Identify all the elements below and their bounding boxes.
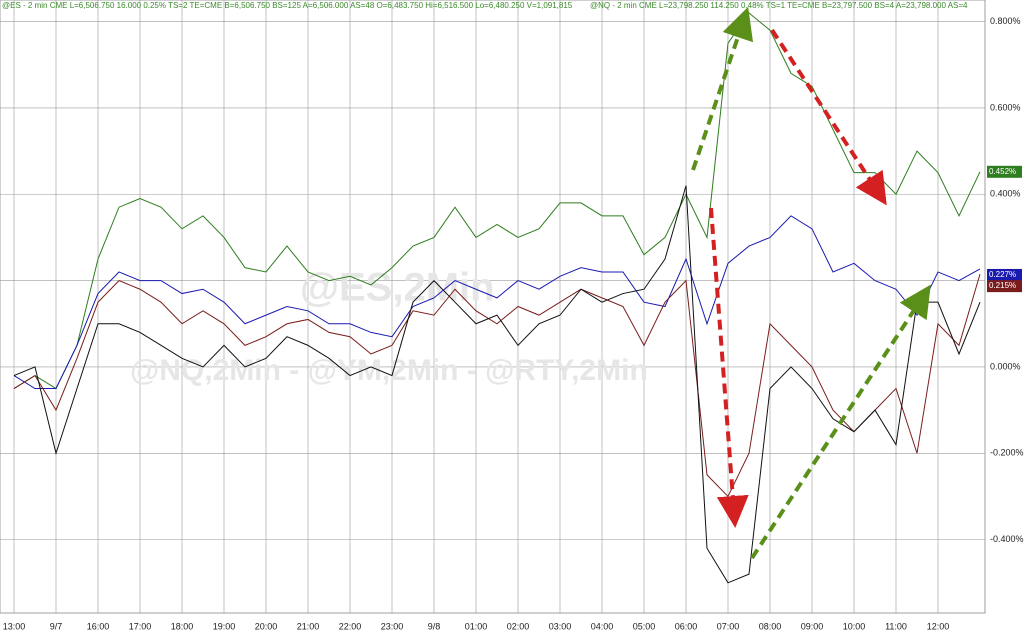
series-line	[13, 185, 981, 584]
x-tick-label: 13:00	[3, 621, 26, 631]
x-tick-label: 9/8	[428, 621, 441, 631]
x-tick-label: 03:00	[549, 621, 572, 631]
last-value-box	[987, 165, 1022, 178]
x-tick-label: 10:00	[843, 621, 866, 631]
x-tick-label: 12:00	[927, 621, 950, 631]
last-value-label: 0.452%	[989, 167, 1016, 176]
y-tick-label: -0.400%	[990, 534, 1024, 544]
last-value-box	[987, 280, 1022, 293]
x-tick-label: 20:00	[255, 621, 278, 631]
y-tick-label: 0.000%	[990, 361, 1021, 371]
arrow	[691, 6, 754, 171]
x-tick-label: 21:00	[297, 621, 320, 631]
series-line	[13, 273, 981, 498]
x-tick-label: 06:00	[675, 621, 698, 631]
x-tick-label: 23:00	[381, 621, 404, 631]
watermark: @NQ,2Min - @YM,2Min - @RTY,2Min	[130, 354, 648, 387]
arrow	[750, 284, 931, 560]
x-tick-label: 17:00	[129, 621, 152, 631]
last-value-label: 0.215%	[989, 281, 1016, 290]
x-tick-label: 09:00	[801, 621, 824, 631]
x-tick-label: 22:00	[339, 621, 362, 631]
y-tick-label: 0.800%	[990, 16, 1021, 26]
arrow	[770, 28, 887, 206]
y-tick-label: 0.600%	[990, 102, 1021, 112]
series-line	[13, 215, 981, 390]
x-tick-label: 18:00	[171, 621, 194, 631]
annotations	[691, 6, 931, 560]
x-tick-label: 11:00	[885, 621, 907, 631]
last-value-label: 0.227%	[989, 270, 1016, 279]
watermark: @ES,2Min	[300, 266, 495, 310]
x-tick-label: 16:00	[87, 621, 110, 631]
header-es: @ES - 2 min CME L=6,506.750 16.000 0.25%…	[2, 1, 573, 10]
x-tick-label: 9/7	[50, 621, 63, 631]
y-tick-label: -0.200%	[990, 448, 1024, 458]
x-tick-label: 07:00	[717, 621, 740, 631]
header-nq: @NQ - 2 min CME L=23,798.250 114.250 0.4…	[590, 1, 968, 10]
y-tick-label: 0.400%	[990, 189, 1021, 199]
x-tick-label: 01:00	[465, 621, 488, 631]
x-tick-label: 05:00	[633, 621, 656, 631]
x-tick-label: 08:00	[759, 621, 782, 631]
last-value-box	[987, 268, 1022, 281]
x-tick-label: 04:00	[591, 621, 614, 631]
arrow	[709, 207, 749, 528]
x-tick-label: 02:00	[507, 621, 530, 631]
x-tick-label: 19:00	[213, 621, 236, 631]
